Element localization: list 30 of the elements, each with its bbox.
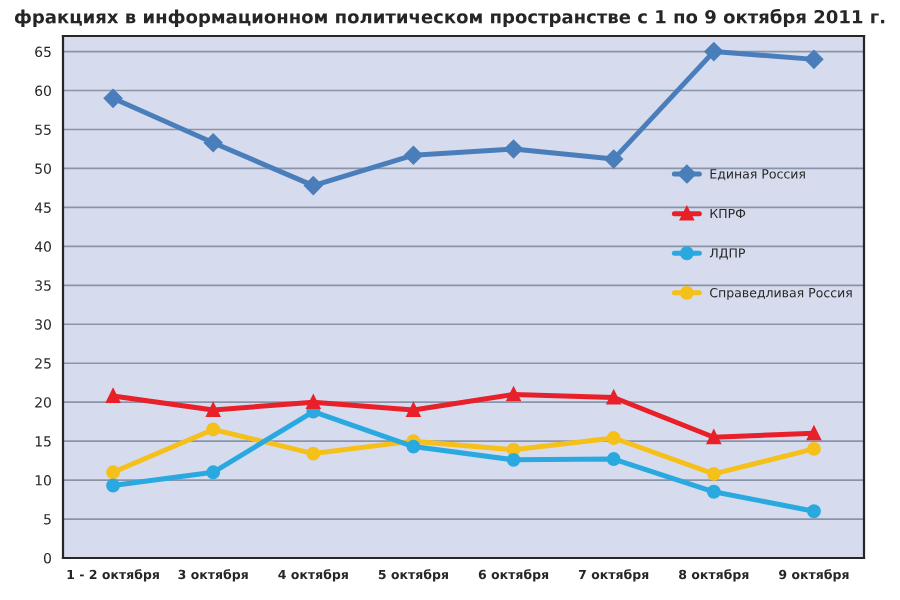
- point: [106, 465, 121, 480]
- point: [806, 441, 821, 456]
- point: [206, 465, 221, 480]
- point: [206, 422, 221, 437]
- chart-title: фракциях в информационном политическом пространстве с 1 по 9 октября 2011 г.: [14, 9, 885, 28]
- point: [203, 133, 223, 152]
- point: [706, 430, 721, 445]
- point: [306, 395, 321, 410]
- point: [606, 452, 621, 466]
- point: [306, 446, 321, 461]
- point: [506, 452, 521, 467]
- point: [206, 403, 221, 417]
- point: [604, 149, 623, 169]
- point: [706, 484, 721, 499]
- point: [704, 42, 724, 61]
- point: [806, 426, 821, 441]
- point: [406, 403, 421, 417]
- point: [706, 466, 721, 481]
- point: [606, 390, 621, 405]
- point: [606, 431, 621, 445]
- point: [804, 50, 824, 69]
- point: [304, 176, 323, 195]
- point: [504, 139, 523, 159]
- point: [106, 389, 121, 403]
- point: [806, 504, 821, 519]
- point: [404, 145, 423, 165]
- point: [103, 89, 123, 108]
- point: [106, 478, 121, 493]
- point: [506, 387, 521, 402]
- point: [406, 439, 421, 454]
